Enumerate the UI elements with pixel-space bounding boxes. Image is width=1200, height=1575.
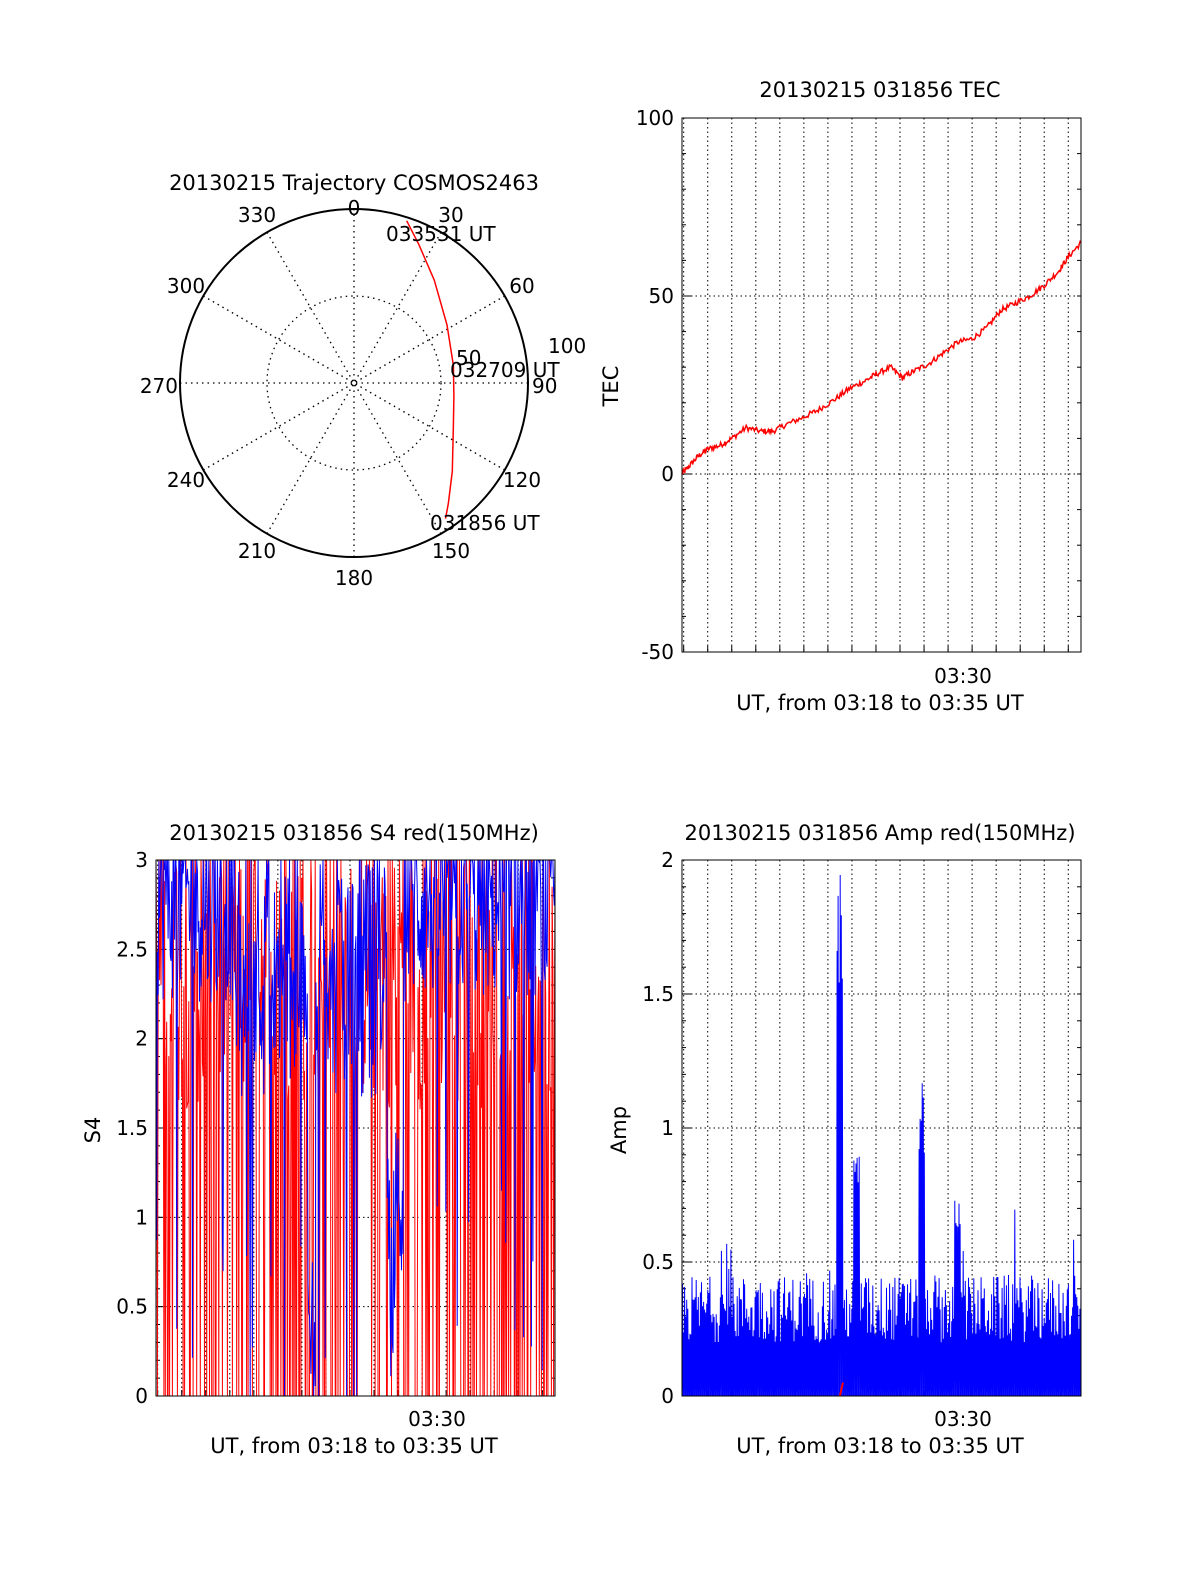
tec-y-tick-labels: 100 50 0 -50 (636, 106, 674, 664)
amp-x-tick-label: 03:30 (934, 1407, 992, 1431)
tec-x-tick-label: 03:30 (934, 664, 992, 688)
s4-plot-frame (155, 859, 556, 1397)
y-tick-label: 1.5 (642, 982, 674, 1006)
azimuth-tick-330: 330 (238, 203, 276, 227)
y-tick-label: 50 (649, 284, 674, 308)
y-tick-label: 1.5 (116, 1116, 148, 1140)
track-label-start: 031856 UT (430, 511, 540, 535)
azimuth-tick-60: 60 (509, 274, 534, 298)
s4-series-line (155, 859, 556, 1397)
azimuth-tick-30: 30 (438, 203, 463, 227)
y-tick-label: 1 (135, 1205, 148, 1229)
tec-series-line (681, 239, 1082, 475)
amp-plot-frame (681, 859, 1082, 1397)
tec-x-axis-label: UT, from 03:18 to 03:35 UT (736, 691, 1024, 715)
s4-series-line (155, 859, 556, 1397)
tec-plot-frame (681, 117, 1082, 653)
y-tick-label: 2 (661, 848, 674, 872)
y-tick-label: 0 (661, 462, 674, 486)
trajectory-track (406, 220, 455, 519)
amp-x-axis-label: UT, from 03:18 to 03:35 UT (736, 1434, 1024, 1458)
y-tick-label: 3 (135, 848, 148, 872)
s4-x-axis-label: UT, from 03:18 to 03:35 UT (210, 1434, 498, 1458)
azimuth-tick-210: 210 (238, 539, 276, 563)
s4-traces (155, 859, 556, 1397)
y-tick-label: -50 (641, 640, 674, 664)
y-tick-label: 2 (135, 1027, 148, 1051)
y-tick-label: 0 (135, 1384, 148, 1408)
azimuth-tick-180: 180 (335, 566, 373, 590)
s4-x-tick-label: 03:30 (408, 1407, 466, 1431)
amp-red-series (838, 1382, 844, 1397)
azimuth-tick-300: 300 (167, 274, 205, 298)
azimuth-tick-270: 270 (140, 374, 178, 398)
y-tick-label: 0.5 (116, 1295, 148, 1319)
tec-panel: 20130215 031856 TEC 100 50 0 -50 03:30 UT, … (599, 78, 1082, 715)
azimuth-tick-90: 90 (532, 374, 557, 398)
y-tick-label: 0 (661, 1384, 674, 1408)
y-tick-label: 1 (661, 1116, 674, 1140)
polar-inner-circle (266, 295, 442, 471)
s4-panel: 20130215 031856 S4 red(150MHz) 3 2.5 2 1.5 1… (81, 821, 556, 1458)
azimuth-tick-0: 0 (348, 196, 361, 220)
amp-blue-series (681, 874, 1082, 1397)
s4-y-axis-label: S4 (81, 1117, 105, 1144)
polar-grid (180, 209, 528, 557)
tec-y-axis-label: TEC (599, 366, 623, 408)
azimuth-tick-120: 120 (503, 468, 541, 492)
azimuth-tick-150: 150 (432, 539, 470, 563)
amp-y-tick-labels: 2 1.5 1 0.5 0 (642, 848, 674, 1408)
s4-title: 20130215 031856 S4 red(150MHz) (169, 821, 539, 845)
radial-tick-50: 50 (456, 346, 481, 370)
trajectory-panel: 20130215 Trajectory COSMOS2463 0 30 60 90 12… (140, 171, 586, 590)
track-label-mid: 032709 UT (450, 358, 560, 382)
amp-y-axis-label: Amp (607, 1106, 631, 1154)
azimuth-tick-labels: 0 30 60 90 120 150 180 210 240 270 300 330 (140, 196, 558, 590)
amp-panel: 20130215 031856 Amp red(150MHz) 2 1.5 1 0.5… (607, 821, 1082, 1458)
y-tick-label: 100 (636, 106, 674, 130)
azimuth-tick-240: 240 (167, 468, 205, 492)
track-label-end: 033531 UT (386, 222, 496, 246)
tec-title: 20130215 031856 TEC (759, 78, 1000, 102)
amp-traces (681, 874, 1082, 1397)
s4-y-tick-labels: 3 2.5 2 1.5 1 0.5 0 (116, 848, 148, 1408)
y-tick-label: 0.5 (642, 1250, 674, 1274)
polar-outer-circle (179, 208, 529, 558)
radial-tick-100: 100 (548, 334, 586, 358)
amp-title: 20130215 031856 Amp red(150MHz) (684, 821, 1075, 845)
trajectory-title: 20130215 Trajectory COSMOS2463 (169, 171, 539, 195)
y-tick-label: 2.5 (116, 937, 148, 961)
